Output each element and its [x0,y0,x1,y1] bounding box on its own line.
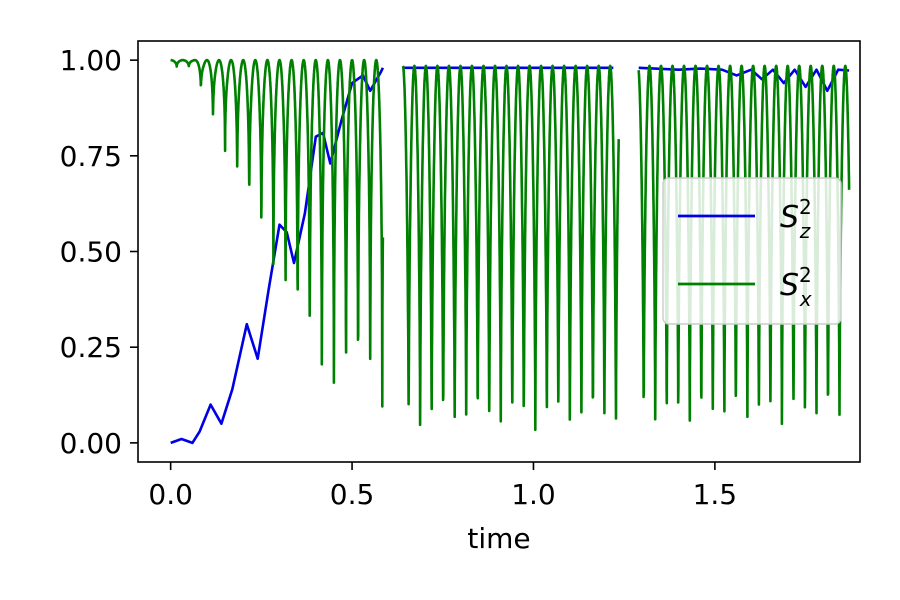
series-sx2-line [169,58,385,408]
y-tick-label: 0.50 [60,236,122,269]
x-tick-label: 0.5 [330,478,375,511]
series-sx2-line-segment-3 [637,64,851,426]
legend-box [662,177,842,325]
legend-label: S2 z [780,195,812,243]
plot-lines [169,58,851,445]
y-tick-label: 0.75 [60,140,122,173]
legend-label: S2 x [780,263,812,311]
x-axis-title: time [467,522,530,555]
y-axis: 0.00 0.25 0.50 0.75 1.00 [60,44,138,460]
y-tick-label: 1.00 [60,44,122,77]
x-tick-label: 0.0 [148,478,193,511]
y-tick-label: 0.25 [60,331,122,364]
x-axis: 0.0 0.5 1.0 1.5 [148,462,737,511]
x-tick-label: 1.0 [511,478,556,511]
y-tick-label: 0.00 [60,427,122,460]
series-sx2-line-segment-2 [401,64,620,432]
legend: S2 zS2 x [662,177,842,325]
x-tick-label: 1.5 [693,478,738,511]
